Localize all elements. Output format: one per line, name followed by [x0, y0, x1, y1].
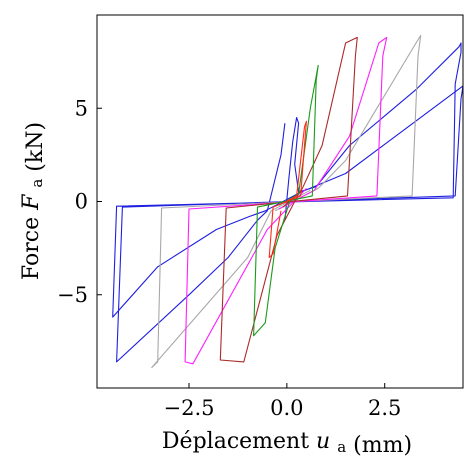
y-tick-label: 0 — [75, 190, 88, 214]
series-layer — [112, 34, 463, 369]
series-line-1 — [112, 42, 463, 363]
x-axis-label-main: Déplacement — [162, 429, 309, 454]
x-tick-label: −2.5 — [163, 396, 214, 420]
x-axis-label-var: u — [316, 429, 330, 454]
x-axis-label-sub: a — [337, 438, 346, 456]
x-tick-label: 2.5 — [368, 396, 401, 420]
x-axis-label-unit: (mm) — [353, 433, 412, 458]
y-tick-label: 5 — [75, 96, 88, 120]
series-line-4 — [219, 36, 358, 363]
series-line-2 — [151, 34, 422, 369]
y-axis-label: Force F a (kN) — [19, 122, 48, 280]
series-line-3 — [184, 36, 388, 365]
series-line-5 — [253, 64, 319, 337]
tick-layer: −2.5 0.0 2.5 5 0 −5 — [57, 96, 401, 420]
y-tick-label: −5 — [57, 283, 88, 307]
x-axis-label: Déplacement u a (mm) — [162, 429, 412, 458]
y-axis-label-sub: a — [28, 179, 46, 188]
y-axis-label-main: Force — [19, 217, 44, 280]
x-tick-label: 0.0 — [270, 396, 303, 420]
series-line-6 — [268, 120, 307, 259]
y-axis-label-unit: (kN) — [23, 122, 48, 172]
y-axis-label-var: F — [19, 194, 44, 211]
